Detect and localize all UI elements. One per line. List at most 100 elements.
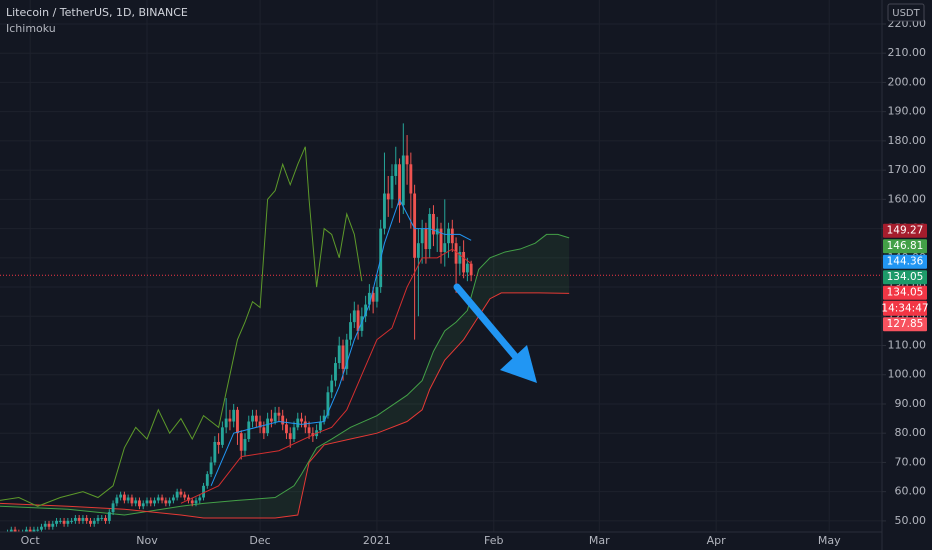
price-tag-label: 134.05: [887, 271, 924, 283]
candle-body: [447, 228, 450, 244]
candle-body: [239, 433, 243, 451]
candle-body: [66, 520, 70, 524]
candle-body: [104, 517, 107, 521]
candle-body: [285, 424, 288, 434]
currency-label[interactable]: USDT: [892, 8, 920, 19]
candle-body: [156, 497, 160, 501]
chart-title: Litecoin / TetherUS, 1D, BINANCE: [6, 6, 188, 19]
candle-body: [111, 503, 115, 513]
indicator-label: Ichimoku: [6, 22, 56, 35]
candle-body: [89, 520, 92, 524]
candle-body: [92, 520, 96, 524]
candle-body: [262, 427, 266, 434]
candle-body: [36, 529, 40, 531]
candle-body: [371, 292, 375, 302]
candle-body: [269, 418, 273, 422]
candle-body: [390, 175, 394, 200]
candle-body: [51, 523, 55, 527]
y-tick-label: 60.00: [895, 485, 927, 498]
candle-body: [190, 500, 194, 504]
candle-body: [9, 529, 13, 532]
candle-body: [420, 228, 424, 244]
candle-body: [194, 500, 198, 504]
candle-body: [134, 500, 138, 504]
cloud-fill: [0, 234, 570, 518]
candle-body: [58, 520, 62, 522]
candle-body: [224, 418, 228, 428]
candle-body: [386, 193, 390, 200]
candle-body: [394, 164, 398, 176]
plot-area: [0, 123, 882, 532]
x-tick-label: Dec: [249, 534, 270, 547]
candle-body: [334, 363, 337, 381]
candle-body: [122, 494, 126, 501]
candle-body: [345, 339, 349, 369]
candle-body: [322, 415, 326, 422]
candle-body: [266, 418, 270, 434]
candle-body: [119, 494, 123, 498]
indicator-line: [180, 248, 472, 504]
candle-body: [130, 497, 134, 504]
candle-body: [43, 523, 47, 527]
candle-body: [349, 322, 352, 340]
candle-body: [220, 427, 224, 445]
candle-body: [326, 392, 330, 416]
price-tag-label: 134.05: [887, 287, 924, 299]
candle-body: [70, 520, 74, 522]
y-tick-label: 70.00: [895, 455, 927, 468]
y-tick-label: 190.00: [888, 105, 927, 118]
y-tick-label: 50.00: [895, 514, 927, 527]
candle-body: [428, 213, 432, 250]
candle-body: [24, 529, 28, 532]
candle-body: [55, 520, 58, 524]
y-tick-label: 170.00: [888, 163, 927, 176]
x-tick-label: Oct: [21, 534, 41, 547]
candle-body: [413, 193, 417, 258]
candle-body: [277, 412, 281, 416]
x-tick-label: Feb: [484, 534, 503, 547]
candle-body: [145, 500, 149, 504]
candle-body: [40, 526, 43, 530]
candle-body: [450, 228, 454, 244]
price-tag: [883, 270, 927, 285]
price-tag: [883, 239, 927, 254]
candle-body: [28, 529, 32, 532]
price-tag-label: 149.27: [887, 225, 924, 237]
candle-body: [375, 287, 379, 302]
candle-body: [364, 304, 368, 317]
candle-body: [217, 441, 221, 445]
candle-body: [153, 500, 156, 504]
candle-body: [179, 491, 183, 495]
indicator-line: [210, 198, 472, 487]
candle-body: [209, 462, 213, 475]
candle-body: [405, 155, 409, 165]
candle-body: [85, 517, 89, 521]
candle-body: [443, 243, 447, 252]
candle-body: [107, 512, 111, 521]
candle-body: [228, 418, 232, 422]
candle-body: [32, 529, 36, 532]
candle-body: [247, 421, 251, 440]
candle-body: [273, 412, 277, 422]
candle-body: [115, 497, 119, 504]
candle-body: [341, 345, 345, 369]
candle-body: [243, 439, 247, 451]
candle-body: [292, 427, 296, 440]
countdown-tag: [883, 300, 927, 316]
candle-body: [96, 517, 100, 521]
y-tick-label: 90.00: [895, 397, 927, 410]
countdown-label: 14:34:47: [881, 303, 928, 315]
price-tag: [883, 254, 927, 269]
candle-body: [432, 213, 435, 235]
candle-body: [337, 345, 341, 364]
x-tick-label: Nov: [136, 534, 158, 547]
currency-box[interactable]: [887, 3, 925, 22]
candle-body: [454, 243, 458, 264]
candle-body: [469, 263, 473, 276]
candle-body: [424, 228, 428, 250]
candle-body: [281, 415, 285, 425]
price-tag-label: 146.81: [887, 240, 924, 252]
candle-body: [318, 421, 322, 431]
candle-body: [330, 380, 334, 393]
